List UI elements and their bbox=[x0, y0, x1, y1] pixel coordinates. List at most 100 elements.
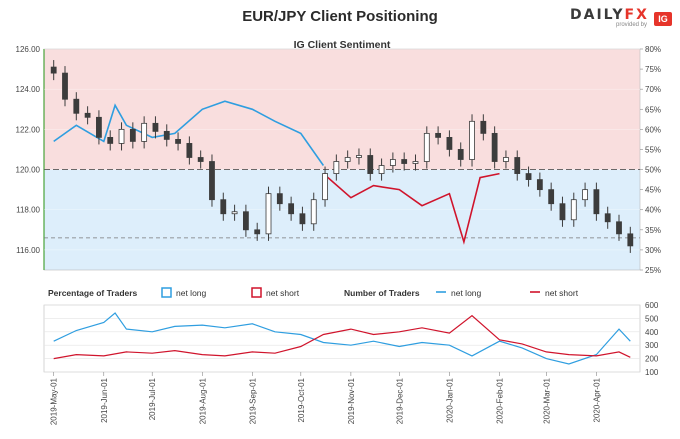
dailyfx-logo: DAILYFX provided by IG bbox=[570, 5, 678, 31]
price-tick-label: 126.00 bbox=[16, 45, 41, 54]
legend-short-swatch bbox=[251, 287, 262, 298]
price-tick-label: 124.00 bbox=[16, 85, 41, 94]
candle-body bbox=[310, 199, 317, 225]
logo-provided-by: provided by bbox=[616, 22, 648, 28]
candle-body bbox=[503, 157, 509, 162]
candle-body bbox=[50, 66, 57, 74]
candle-body bbox=[152, 122, 159, 132]
date-tick-label: 2019-Jun-01 bbox=[100, 377, 109, 422]
candle-body bbox=[378, 165, 385, 174]
percent-tick-label: 70% bbox=[645, 85, 661, 94]
candle-body bbox=[536, 179, 543, 191]
candle-body bbox=[389, 159, 396, 166]
count-tick-label: 100 bbox=[645, 368, 659, 377]
candle-body bbox=[469, 120, 475, 160]
candle-body bbox=[457, 149, 464, 160]
sentiment-title: IG Client Sentiment bbox=[294, 39, 391, 51]
candle-body bbox=[163, 130, 170, 140]
candle-body bbox=[446, 136, 453, 150]
candle-body bbox=[186, 143, 193, 158]
candle-body bbox=[288, 203, 295, 215]
date-tick-label: 2019-Oct-01 bbox=[297, 377, 306, 422]
percent-tick-label: 75% bbox=[645, 65, 661, 74]
percent-tick-label: 60% bbox=[645, 125, 661, 134]
candle-body bbox=[412, 161, 419, 164]
date-tick-label: 2020-Feb-01 bbox=[495, 377, 504, 423]
count-tick-label: 500 bbox=[645, 314, 659, 323]
candle-body bbox=[616, 221, 622, 235]
candle-body bbox=[118, 128, 125, 144]
candle-body bbox=[333, 161, 340, 174]
percent-tick-label: 40% bbox=[645, 206, 661, 215]
candle-body bbox=[322, 173, 328, 201]
price-tick-label: 122.00 bbox=[16, 125, 41, 134]
net-long-percent-line bbox=[53, 100, 325, 166]
candle-body bbox=[73, 98, 80, 114]
candle-body bbox=[559, 203, 566, 221]
percent-tick-label: 25% bbox=[645, 266, 661, 275]
percent-tick-label: 45% bbox=[645, 186, 661, 195]
candle-body bbox=[480, 120, 487, 134]
percent-tick-label: 65% bbox=[645, 105, 661, 114]
date-tick-label: 2019-Sep-01 bbox=[248, 377, 257, 424]
candle-body bbox=[593, 189, 600, 215]
candle-body bbox=[344, 157, 351, 162]
candle-body bbox=[242, 211, 249, 231]
candle-body bbox=[276, 193, 283, 205]
count-tick-label: 300 bbox=[645, 341, 659, 350]
chart-title: EUR/JPY Client Positioning bbox=[242, 8, 438, 25]
candle-body bbox=[525, 173, 532, 180]
net-long-count-line bbox=[53, 312, 631, 365]
candle-body bbox=[491, 132, 498, 162]
date-tick-label: 2019-Nov-01 bbox=[347, 377, 356, 424]
candle-body bbox=[209, 161, 215, 201]
candle-body bbox=[84, 112, 91, 118]
legend-number-group: Number of Traders bbox=[344, 288, 420, 298]
legend-short-percent: net short bbox=[266, 288, 300, 298]
percent-tick-label: 30% bbox=[645, 246, 661, 255]
percent-tick-label: 35% bbox=[645, 226, 661, 235]
candle-body bbox=[627, 233, 634, 247]
count-tick-label: 200 bbox=[645, 355, 659, 364]
candle-body bbox=[175, 139, 181, 144]
candle-body bbox=[129, 128, 136, 142]
candle-body bbox=[141, 122, 148, 142]
candle-body bbox=[604, 213, 611, 223]
candle-body bbox=[570, 199, 577, 221]
date-tick-label: 2019-Jul-01 bbox=[148, 377, 157, 420]
count-tick-label: 600 bbox=[645, 301, 659, 310]
net-short-count-line bbox=[53, 314, 631, 360]
date-tick-label: 2019-May-01 bbox=[50, 377, 59, 425]
lower-sentiment-band bbox=[44, 169, 640, 270]
count-tick-label: 400 bbox=[645, 328, 659, 337]
candle-body bbox=[514, 157, 521, 174]
price-tick-label: 120.00 bbox=[16, 166, 41, 175]
legend-percentage-group: Percentage of Traders bbox=[48, 288, 138, 298]
candle-body bbox=[231, 211, 238, 215]
candle-body bbox=[435, 132, 442, 138]
candle-body bbox=[107, 136, 114, 144]
price-tick-label: 118.00 bbox=[16, 206, 40, 215]
net-short-percent-line bbox=[322, 172, 500, 245]
date-tick-label: 2020-Apr-01 bbox=[592, 377, 601, 422]
candle-body bbox=[197, 157, 204, 162]
date-tick-label: 2019-Dec-01 bbox=[395, 377, 404, 424]
percent-tick-label: 80% bbox=[645, 45, 661, 54]
candle-body bbox=[265, 193, 272, 235]
percent-tick-label: 50% bbox=[645, 166, 661, 175]
candle-body bbox=[367, 155, 374, 174]
candle-body bbox=[423, 132, 430, 162]
legend-short-number: net short bbox=[545, 288, 579, 298]
date-tick-label: 2019-Aug-01 bbox=[198, 377, 207, 424]
count-plot-frame bbox=[43, 304, 641, 373]
date-tick-label: 2020-Jan-01 bbox=[445, 377, 454, 422]
candle-body bbox=[356, 155, 362, 158]
legend-long-swatch bbox=[161, 287, 172, 298]
candle-body bbox=[62, 72, 68, 100]
price-tick-label: 116.00 bbox=[16, 246, 40, 255]
legend-long-number: net long bbox=[451, 288, 482, 298]
candle-body bbox=[220, 199, 227, 215]
logo-wordmark: DAILYFX bbox=[570, 7, 649, 23]
candle-body bbox=[401, 159, 408, 164]
